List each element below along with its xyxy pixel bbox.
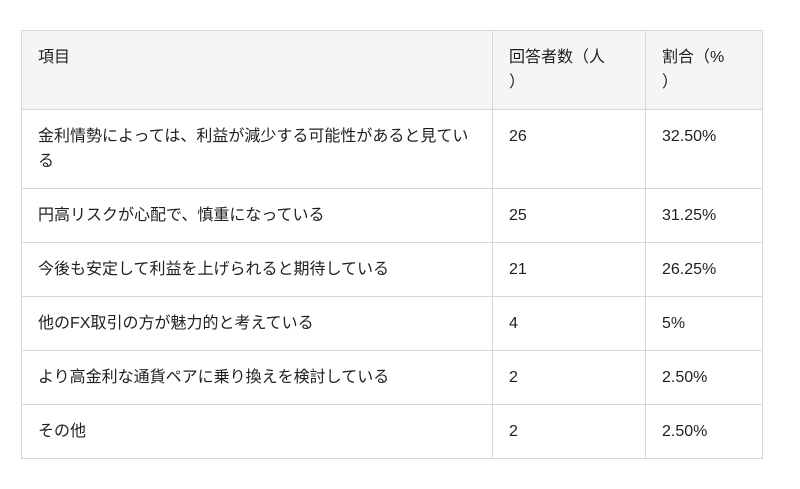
table-row: 金利情勢によっては、利益が減少する可能性があると見ている 26 32.50% [21, 109, 763, 189]
percentage-cell: 31.25% [645, 188, 763, 243]
header-cell-percentage: 割合（% ） [645, 30, 763, 110]
respondents-cell: 26 [492, 109, 646, 189]
respondents-cell: 2 [492, 350, 646, 405]
respondents-cell: 25 [492, 188, 646, 243]
item-cell: 金利情勢によっては、利益が減少する可能性があると見ている [21, 109, 493, 189]
percentage-cell: 26.25% [645, 242, 763, 297]
item-cell: 今後も安定して利益を上げられると期待している [21, 242, 493, 297]
header-cell-item: 項目 [21, 30, 493, 110]
percentage-cell: 2.50% [645, 350, 763, 405]
table-row: より高金利な通貨ペアに乗り換えを検討している 2 2.50% [21, 350, 763, 405]
percentage-cell: 2.50% [645, 404, 763, 459]
survey-results-table: 項目 回答者数（人 ） 割合（% ） 金利情勢によっては、利益が減少する可能性が… [21, 30, 763, 459]
item-cell: より高金利な通貨ペアに乗り換えを検討している [21, 350, 493, 405]
item-cell: 他のFX取引の方が魅力的と考えている [21, 296, 493, 351]
percentage-cell: 5% [645, 296, 763, 351]
survey-results-table-container: 項目 回答者数（人 ） 割合（% ） 金利情勢によっては、利益が減少する可能性が… [21, 30, 763, 459]
respondents-cell: 21 [492, 242, 646, 297]
table-row: 今後も安定して利益を上げられると期待している 21 26.25% [21, 242, 763, 297]
item-cell: その他 [21, 404, 493, 459]
item-cell: 円高リスクが心配で、慎重になっている [21, 188, 493, 243]
table-header-row: 項目 回答者数（人 ） 割合（% ） [21, 30, 763, 110]
table-row: 円高リスクが心配で、慎重になっている 25 31.25% [21, 188, 763, 243]
percentage-cell: 32.50% [645, 109, 763, 189]
header-cell-respondents: 回答者数（人 ） [492, 30, 646, 110]
table-row: その他 2 2.50% [21, 404, 763, 459]
respondents-cell: 2 [492, 404, 646, 459]
respondents-cell: 4 [492, 296, 646, 351]
table-row: 他のFX取引の方が魅力的と考えている 4 5% [21, 296, 763, 351]
